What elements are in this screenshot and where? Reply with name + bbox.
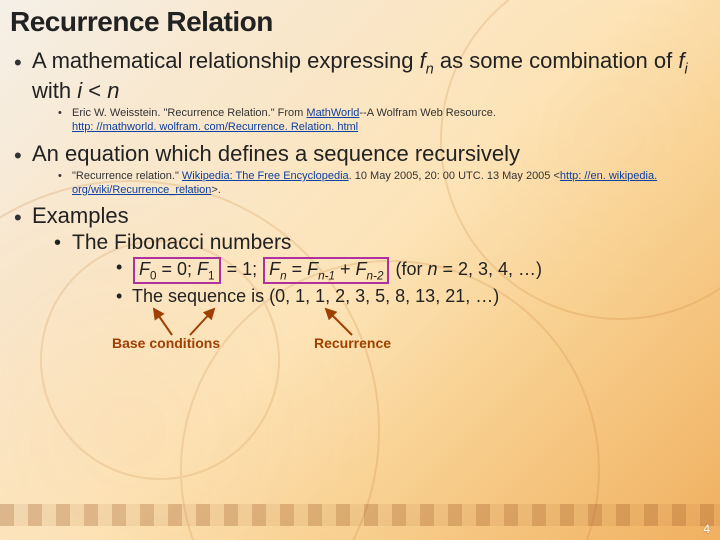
var-n: n — [107, 78, 119, 103]
link-mathworld-url[interactable]: http: //mathworld. wolfram. com/Recurren… — [72, 121, 358, 133]
citation-mathworld: Eric W. Weisstein. "Recurrence Relation.… — [32, 107, 710, 135]
text: = 0; — [157, 259, 198, 279]
var-F: F — [269, 259, 280, 279]
label-recurrence: Recurrence — [314, 335, 391, 351]
sub-i: i — [684, 61, 687, 77]
text: (for — [390, 259, 427, 279]
bullet-definition-1: A mathematical relationship expressing f… — [10, 48, 710, 135]
annotation-labels: Base conditions Recurrence — [112, 307, 710, 355]
text: >. — [211, 184, 220, 196]
text: = — [287, 259, 308, 279]
text: + — [335, 259, 356, 279]
text: = 1; — [222, 259, 263, 279]
bullet-examples: Examples The Fibonacci numbers F0 = 0; F… — [10, 203, 710, 355]
link-wikipedia[interactable]: Wikipedia: The Free Encyclopedia — [182, 170, 349, 182]
text: Examples — [32, 203, 129, 228]
var-F: F — [307, 259, 318, 279]
sub: n-2 — [367, 269, 384, 282]
fibonacci-sequence: The sequence is (0, 1, 1, 2, 3, 5, 8, 13… — [72, 286, 710, 307]
text: The Fibonacci numbers — [72, 231, 291, 254]
text: with — [32, 78, 77, 103]
text: "Recurrence relation." — [72, 170, 182, 182]
link-mathworld[interactable]: MathWorld — [306, 107, 359, 119]
text: --A Wolfram Web Resource. — [359, 107, 496, 119]
base-conditions-box: F0 = 0; F1 — [133, 257, 221, 285]
sub: 1 — [208, 269, 215, 282]
recurrence-box: Fn = Fn-1 + Fn-2 — [263, 257, 389, 285]
var-F: F — [356, 259, 367, 279]
slide-title: Recurrence Relation — [10, 6, 710, 38]
text: as some combination of — [434, 48, 679, 73]
text: = 2, 3, 4, …) — [437, 259, 542, 279]
page-number: 4 — [703, 522, 710, 536]
text: . 10 May 2005, 20: 00 UTC. 13 May 2005 < — [349, 170, 560, 182]
slide: Recurrence Relation A mathematical relat… — [0, 0, 720, 540]
citation-wikipedia: "Recurrence relation." Wikipedia: The Fr… — [32, 170, 710, 198]
text: A mathematical relationship expressing — [32, 48, 420, 73]
bullet-list: A mathematical relationship expressing f… — [10, 48, 710, 355]
example-fibonacci: The Fibonacci numbers F0 = 0; F1 = 1; Fn… — [32, 231, 710, 356]
label-base-conditions: Base conditions — [112, 335, 220, 351]
text: < — [82, 78, 107, 103]
text: An equation which defines a sequence rec… — [32, 141, 520, 166]
sub: n-1 — [318, 269, 335, 282]
bullet-definition-2: An equation which defines a sequence rec… — [10, 141, 710, 198]
var-F: F — [139, 259, 150, 279]
text: Eric W. Weisstein. "Recurrence Relation.… — [72, 107, 306, 119]
sub-n: n — [426, 61, 434, 77]
var-n: n — [427, 259, 437, 279]
var-F: F — [197, 259, 208, 279]
fibonacci-formula: F0 = 0; F1 = 1; Fn = Fn-1 + Fn-2 (for n … — [72, 257, 710, 285]
